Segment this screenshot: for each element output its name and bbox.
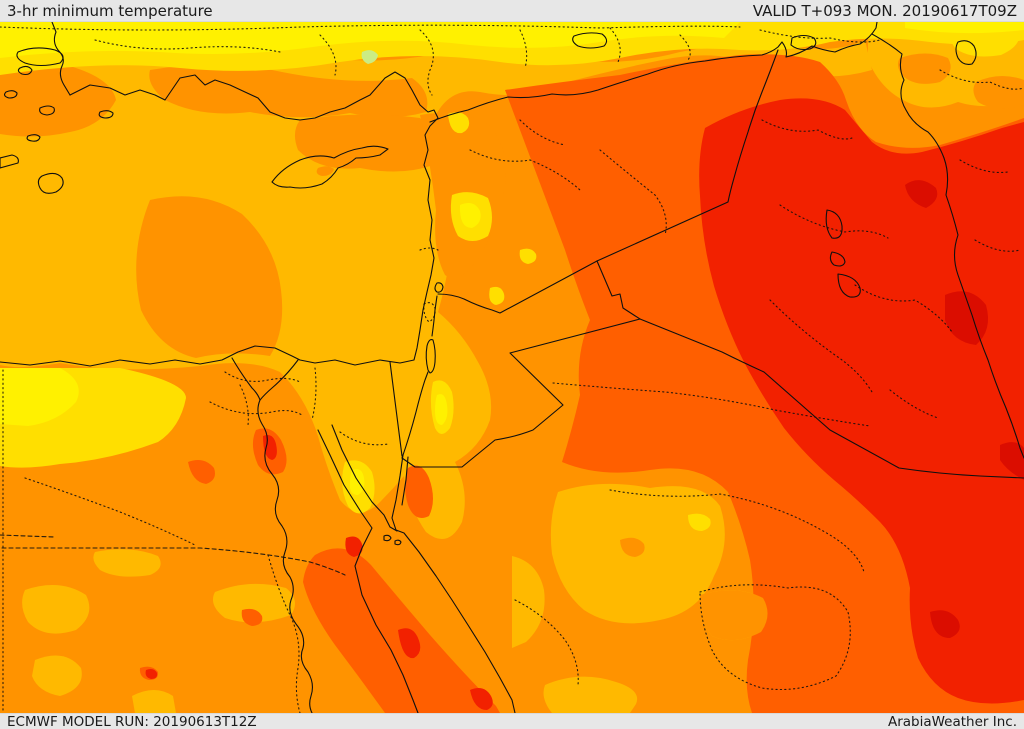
sea-of-galilee [434, 282, 444, 293]
nile-river [231, 357, 314, 714]
header-bar: 3-hr minimum temperature VALID T+093 MON… [0, 0, 1024, 22]
country-borders [389, 21, 1024, 479]
temperature-region-mint [361, 50, 378, 64]
valid-time-label: VALID T+093 MON. 20190617T09Z [752, 1, 1017, 20]
branding-label: ArabiaWeather Inc. [887, 713, 1017, 729]
footer-bar: ECMWF MODEL RUN: 20190613T12Z ArabiaWeat… [0, 713, 1024, 729]
lake-razzaza [837, 273, 861, 298]
lakes [425, 32, 977, 374]
temperature-region-yellow-bright [0, 22, 1024, 495]
lake-habbaniyah [829, 251, 846, 267]
aegean-islands [0, 65, 114, 194]
admin-borders-dashed [0, 534, 346, 576]
page-title: 3-hr minimum temperature [7, 1, 213, 20]
lake-van [790, 34, 817, 51]
coastlines [0, 21, 516, 714]
admin-borders-dotted [0, 24, 1024, 714]
lake-tuz [572, 32, 608, 49]
temperature-region-orange-over [620, 537, 768, 641]
dead-sea [425, 339, 436, 374]
temperature-region-red [145, 98, 1024, 710]
model-run-label: ECMWF MODEL RUN: 20190613T12Z [7, 713, 257, 729]
lake-tharthar [825, 209, 843, 239]
lake-urmia [955, 40, 977, 65]
